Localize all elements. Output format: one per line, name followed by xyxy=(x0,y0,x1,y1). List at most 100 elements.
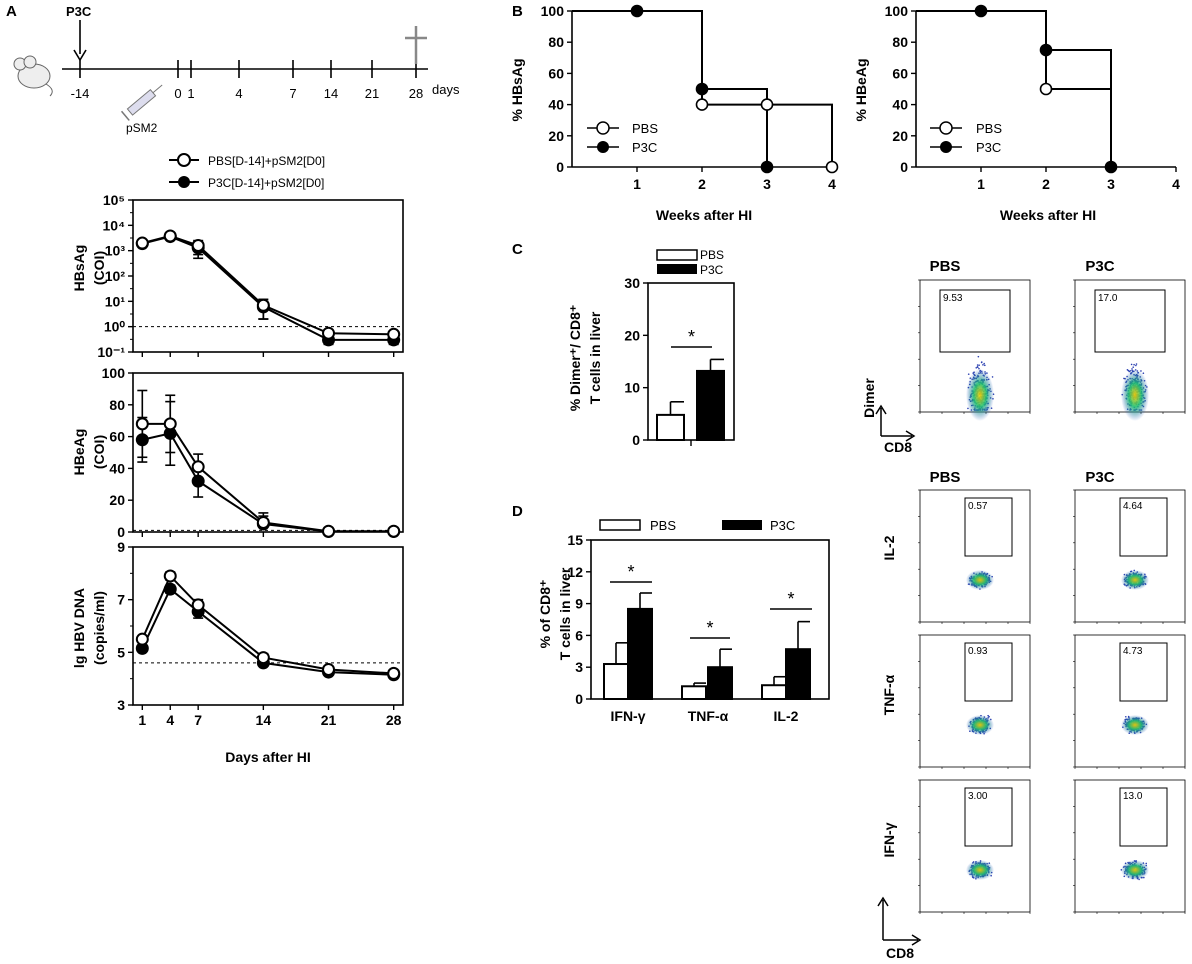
flow-header-pbs-2: PBS xyxy=(930,469,961,486)
treatment-arrow-head xyxy=(73,49,87,62)
y-tick-label: 60 xyxy=(892,65,908,81)
y-tick-label: 7 xyxy=(117,592,125,608)
x-tick-label: 1 xyxy=(977,176,985,192)
axis-label-cd8-bottom: CD8 xyxy=(886,945,914,961)
y-tick-label: 100 xyxy=(885,3,909,19)
flow-density-core xyxy=(966,860,994,880)
data-point-open xyxy=(387,327,401,341)
b1-legend-p3c: P3C xyxy=(632,140,657,155)
timeline-tick-label: 7 xyxy=(289,86,296,101)
timeline-tick-label: 28 xyxy=(409,86,423,101)
data-point-open xyxy=(387,666,401,680)
data-point-filled xyxy=(630,4,644,18)
injection-label: pSM2 xyxy=(126,121,158,135)
data-point-filled xyxy=(163,582,177,596)
y-tick-label: 40 xyxy=(892,97,908,113)
y-tick-label: 100 xyxy=(541,3,565,19)
legend-filled-marker xyxy=(178,176,190,188)
flow-gate xyxy=(1094,289,1166,353)
b1-ylabel: % HBsAg xyxy=(509,58,525,121)
axis-label-tnf: TNF-α xyxy=(881,674,897,715)
y-tick-label: 0 xyxy=(632,432,640,448)
flow-event xyxy=(982,364,984,366)
bar-p3c xyxy=(707,666,733,701)
y-tick-label: 0 xyxy=(575,691,583,707)
b1-xlabel: Weeks after HI xyxy=(656,207,752,223)
series-line xyxy=(142,235,394,341)
flow-plot: 4.64 xyxy=(1073,489,1186,624)
flow-header-pbs-1: PBS xyxy=(930,258,961,275)
data-point-filled xyxy=(760,160,774,174)
bar-pbs xyxy=(656,413,685,442)
timeline-unit: days xyxy=(432,82,460,97)
bar-pbs xyxy=(761,684,787,700)
x-tick-label: 21 xyxy=(321,712,337,728)
y-tick-label: 10 xyxy=(624,380,640,396)
data-point-open xyxy=(1039,82,1053,96)
y-tick-label: 10⁵ xyxy=(103,192,125,208)
c-ylabel-line2: T cells in liver xyxy=(587,311,603,404)
flow-gate-percent: 3.00 xyxy=(968,791,988,802)
axis-arrows-bottom xyxy=(877,896,922,946)
bar-p3c xyxy=(696,369,725,442)
x-tick-label: 4 xyxy=(828,176,836,192)
data-point-open xyxy=(163,229,177,243)
d-legend: PBS P3C xyxy=(599,518,795,533)
flow-gate xyxy=(939,289,1011,353)
panel-label-a: A xyxy=(6,3,17,20)
data-point-open xyxy=(135,632,149,646)
x-tick-label: 7 xyxy=(194,712,202,728)
panel-label-b: B xyxy=(512,3,523,20)
flow-event xyxy=(1135,364,1137,367)
axis-label-cd8-top: CD8 xyxy=(884,439,912,455)
b1-legend: PBS P3C xyxy=(587,121,658,155)
flow-event xyxy=(1126,368,1129,371)
flow-event xyxy=(984,364,986,367)
y-tick-label: 40 xyxy=(109,460,125,476)
series-line xyxy=(141,587,394,676)
x-tick-label: 4 xyxy=(1172,176,1180,192)
flow-plot: 0.93 xyxy=(918,634,1031,769)
flow-event xyxy=(978,364,980,366)
y-tick-label: 10² xyxy=(105,268,126,284)
b2-ylabel: % HBeAg xyxy=(853,58,869,121)
flow-header-p3c-2: P3C xyxy=(1085,469,1114,486)
x-tick-label: 14 xyxy=(256,712,272,728)
d-legend-p3c: P3C xyxy=(770,518,795,533)
y-tick-label: 9 xyxy=(575,596,583,612)
a-legend: PBS[D-14]+pSM2[D0] P3C[D-14]+pSM2[D0] xyxy=(169,153,325,190)
panel-label-d: D xyxy=(512,503,523,520)
flow-plot: 3.00 xyxy=(918,779,1031,914)
flow-event xyxy=(975,366,978,369)
a-xlabel: Days after HI xyxy=(225,749,311,765)
data-point-open xyxy=(256,298,270,312)
y-tick-label: 10⁻¹ xyxy=(97,344,125,360)
flow-event xyxy=(991,376,994,378)
x-tick-label: 2 xyxy=(1042,176,1050,192)
flow-gate-percent: 17.0 xyxy=(1098,293,1118,304)
x-category-label: TNF-α xyxy=(688,708,729,724)
x-tick-label: 2 xyxy=(698,176,706,192)
significance-star: * xyxy=(627,562,634,582)
flow-cytometry-plots: 9.53 17.0 0.57 4.64 0.93 4.73 3.00 13.0 xyxy=(918,279,1186,914)
legend-open-label: PBS[D-14]+pSM2[D0] xyxy=(208,154,325,168)
flow-event xyxy=(976,365,979,368)
axis-label-dimer: Dimer xyxy=(861,378,877,418)
bar-pbs xyxy=(603,663,629,701)
flow-plot: 13.0 xyxy=(1073,779,1186,914)
data-point-open xyxy=(135,236,149,250)
timeline-tick-label: 0 xyxy=(174,86,181,101)
a1-ylabel-line2: (COI) xyxy=(91,251,107,285)
significance-star: * xyxy=(688,327,695,347)
timeline-tick-label: 14 xyxy=(324,86,338,101)
chart-hbeag-percent: 0 20 40 60 80 100 1 2 3 4 xyxy=(885,3,1180,192)
cross-icon xyxy=(405,26,427,64)
c-legend-pbs: PBS xyxy=(700,248,724,262)
flow-gate-percent: 4.64 xyxy=(1123,501,1143,512)
flow-event xyxy=(976,364,979,366)
flow-density-core xyxy=(1121,570,1149,590)
b2-legend-p3c: P3C xyxy=(976,140,1001,155)
y-tick-label: 20 xyxy=(624,327,640,343)
c-ylabel-line1: % Dimer⁺/ CD8⁺ xyxy=(567,305,583,412)
